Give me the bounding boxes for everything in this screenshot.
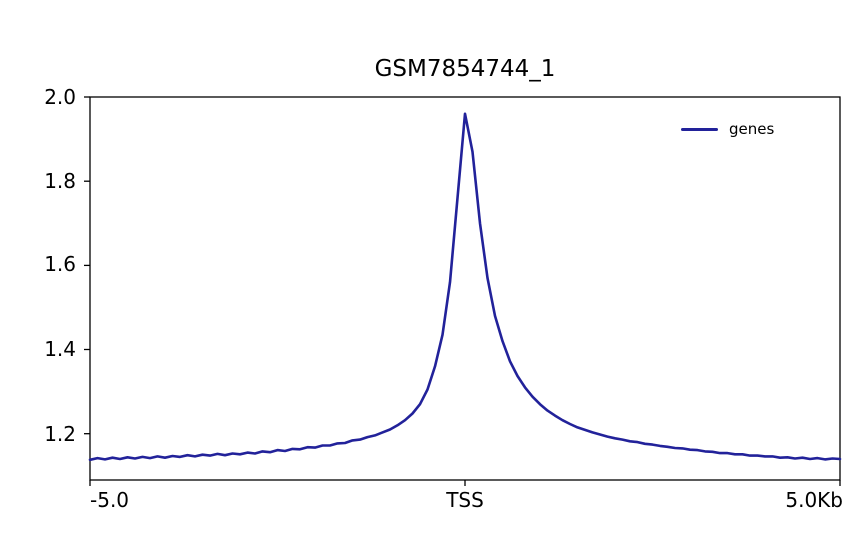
legend: genes <box>681 120 774 138</box>
legend-entry-label: genes <box>729 120 775 138</box>
x-tick-label-tss: TSS <box>446 488 484 512</box>
y-tick-label: 1.2 <box>44 422 76 446</box>
x-tick-label-left: -5.0 <box>90 488 130 512</box>
y-tick-label: 1.4 <box>44 337 76 361</box>
legend-line-swatch <box>681 127 718 131</box>
y-tick-label: 1.6 <box>44 252 76 276</box>
chart-title: GSM7854744_1 <box>374 56 556 82</box>
y-tick-label: 1.8 <box>44 169 76 193</box>
x-tick-label-right: 5.0Kb <box>785 488 843 512</box>
y-tick-label: 2.0 <box>44 85 76 109</box>
